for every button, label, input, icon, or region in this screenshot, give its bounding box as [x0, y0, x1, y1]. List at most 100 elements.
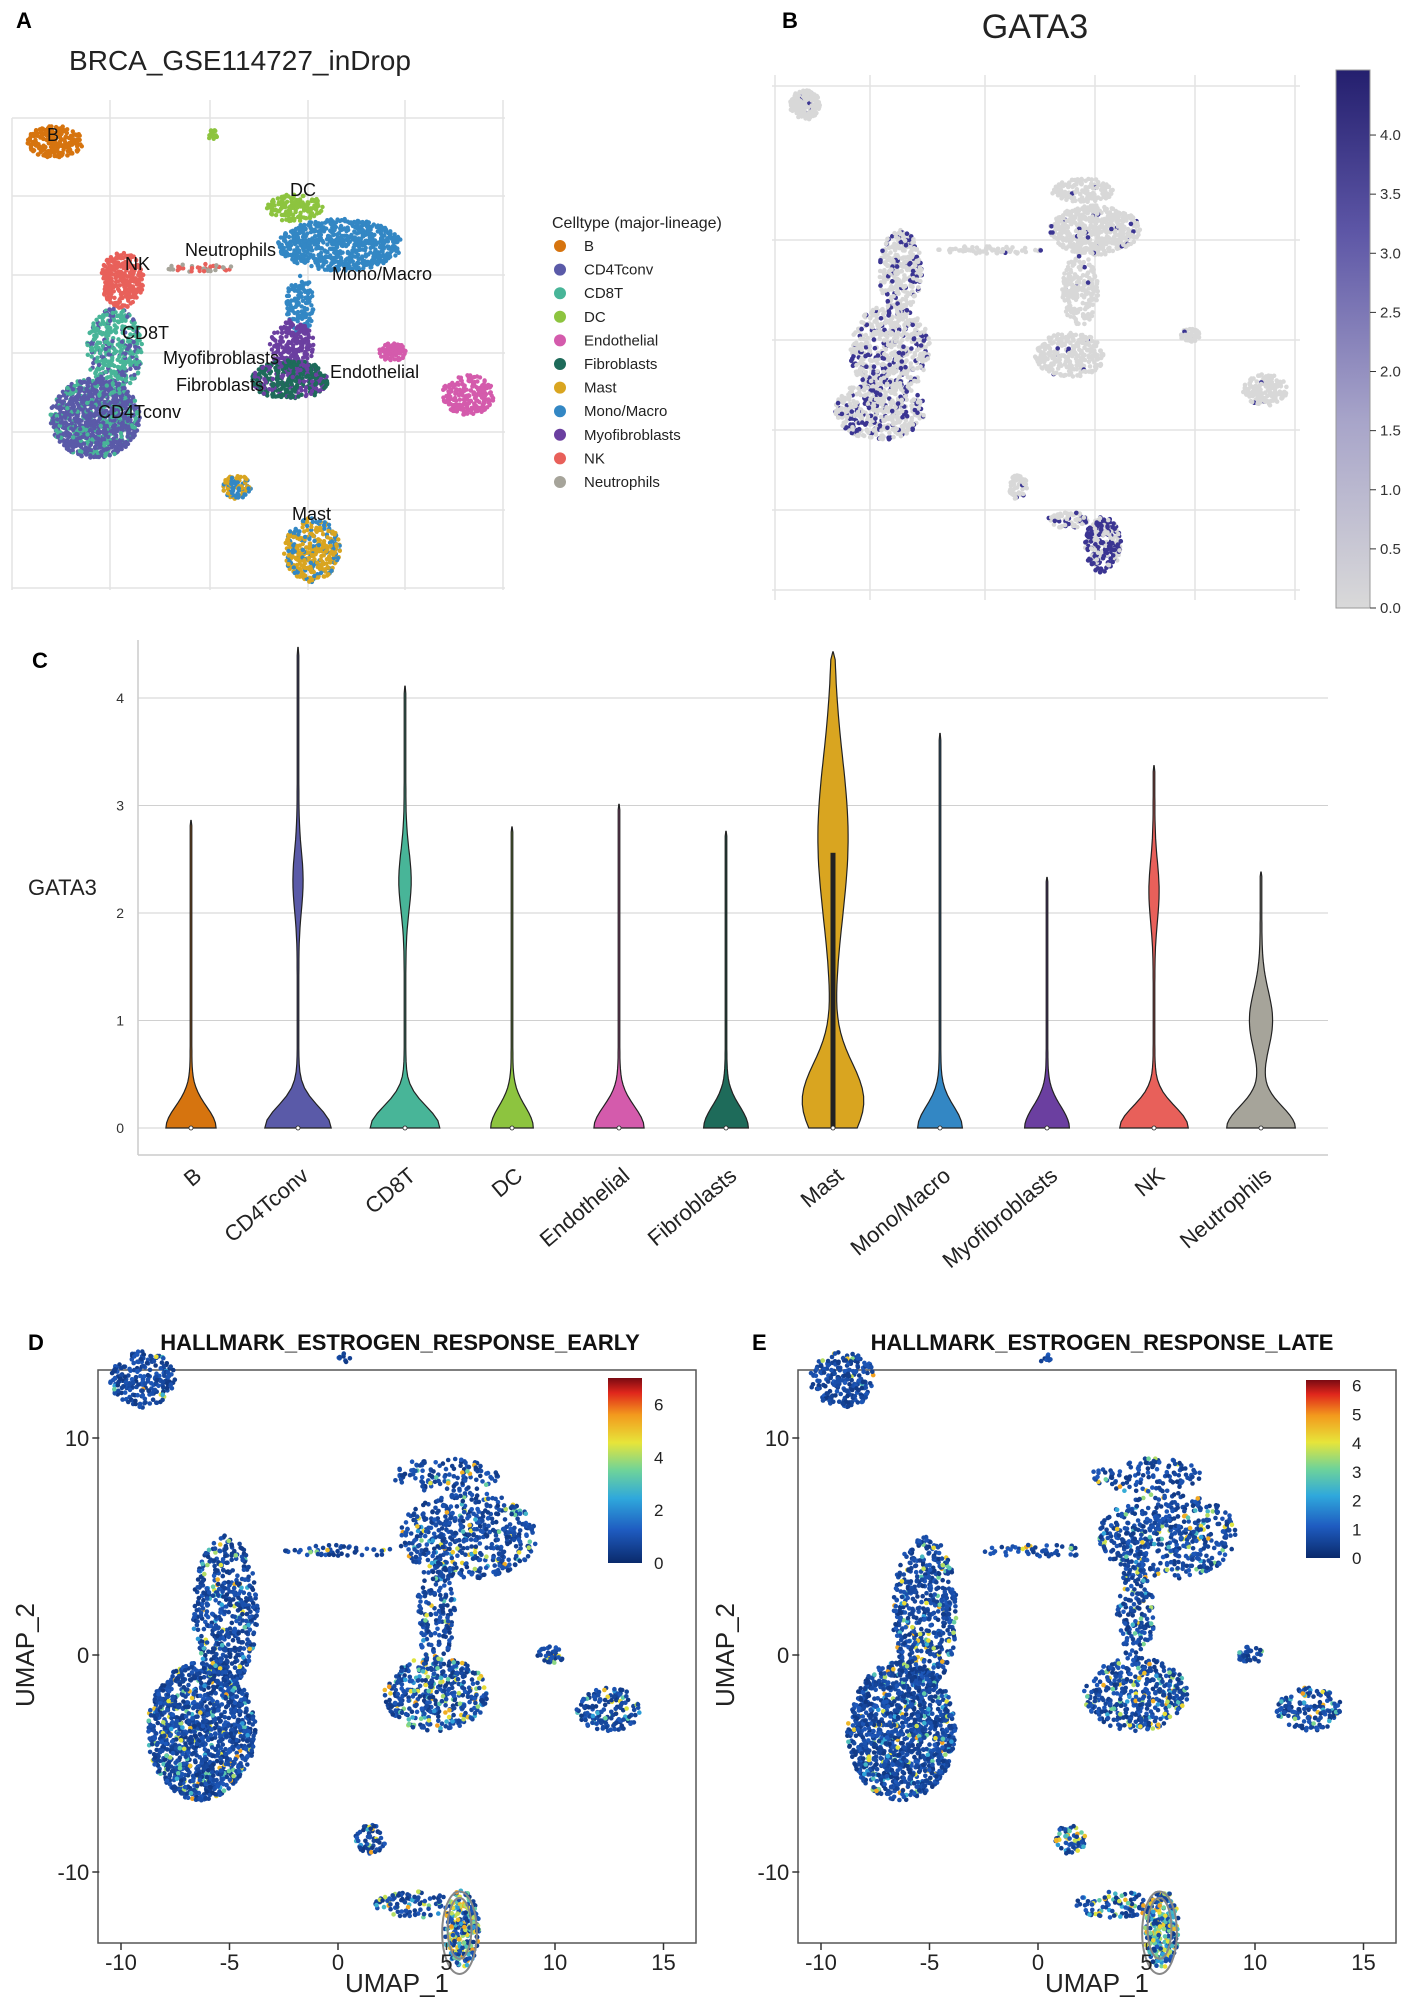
colorbar-tick: 1.0: [1380, 482, 1401, 499]
gata3-cluster-mid: [1007, 473, 1029, 501]
violin-cd8t: CD8T: [360, 685, 441, 1219]
violin-x-tick: Fibroblasts: [643, 1163, 741, 1251]
violin-y-label: GATA3: [28, 875, 97, 900]
score-cluster-mast-a: [1074, 1889, 1155, 1920]
colorbar-tick: 2: [1352, 1492, 1361, 1511]
panel-e-scatter: [808, 1350, 1343, 1975]
panel-b-grid: [772, 75, 1300, 600]
panel-a-title: BRCA_GSE114727_inDrop: [69, 45, 411, 76]
cluster-label-endothelial: Endothelial: [330, 362, 419, 382]
cluster-mast-small: [221, 474, 253, 501]
gata3-cluster-tcell-bottom: [833, 378, 926, 442]
x-tick: -5: [220, 1950, 240, 1975]
colorbar-tick: 6: [654, 1395, 663, 1414]
x-tick: 15: [1351, 1950, 1375, 1975]
panel-a: BRCA_GSE114727_inDrop B DC Neutrophils N…: [11, 45, 722, 590]
cluster-fibroblasts: [250, 358, 330, 401]
score-cluster-b: [808, 1350, 876, 1410]
score-cluster-cd4: [146, 1661, 258, 1803]
gata3-cluster-tcell-top: [877, 227, 924, 312]
violin-myofibroblasts: Myofibroblasts: [937, 876, 1071, 1273]
y-tick: -10: [758, 1860, 790, 1885]
score-cluster-stem: [415, 1559, 458, 1659]
cluster-label-mast: Mast: [292, 504, 331, 524]
gata3-cluster-mast: [1083, 515, 1124, 575]
violins: B CD4Tconv CD8T DC Endothelial Fibroblasts Mas…: [165, 646, 1296, 1273]
cluster-label-dc: DC: [290, 180, 316, 200]
legend-label: Mono/Macro: [584, 403, 667, 420]
violin-dc: DC: [487, 826, 534, 1203]
score-cluster-cd4: [845, 1659, 958, 1803]
cluster-label-fibroblasts: Fibroblasts: [176, 375, 264, 395]
colorbar-tick: 3.0: [1380, 245, 1401, 262]
legend-label: Neutrophils: [584, 474, 660, 491]
violin-fibroblasts: Fibroblasts: [643, 830, 750, 1251]
y-tick: 0: [777, 1643, 789, 1668]
score-cluster-mast-a: [373, 1889, 454, 1920]
colorbar-tick: 0: [654, 1554, 663, 1573]
violin-cd4tconv: CD4Tconv: [219, 646, 332, 1247]
cluster-dc-dot: [207, 128, 219, 141]
score-cluster-dc: [393, 1456, 501, 1493]
x-tick: 5: [440, 1950, 452, 1975]
colorbar-tick: 6: [1352, 1377, 1361, 1396]
legend-swatch-b: [554, 240, 566, 252]
cluster-label-b: B: [47, 125, 59, 145]
legend-swatch-endothelial: [554, 334, 566, 347]
legend-label: Mast: [584, 380, 617, 397]
score-cluster-b: [108, 1349, 178, 1410]
score-cluster-mast: [1143, 1890, 1181, 1969]
violin-neutrophils: Neutrophils: [1175, 871, 1296, 1253]
gata3-cluster-endo1: [1178, 326, 1202, 344]
colorbar-tick: 0: [1352, 1549, 1361, 1568]
score-cluster-macro: [398, 1490, 538, 1581]
colorbar-tick: 2.0: [1380, 364, 1401, 381]
legend-swatch-cd8t: [554, 287, 566, 300]
violin-y-tick: 0: [116, 1120, 124, 1136]
gata3-cluster-macro3: [1032, 330, 1106, 379]
colorbar-tick: 4.0: [1380, 127, 1401, 144]
legend-label: DC: [584, 309, 606, 326]
panel-letter-c: C: [32, 648, 48, 673]
colorbar-tick: 4: [654, 1448, 663, 1467]
gata3-cluster-mast-a: [1046, 510, 1090, 530]
panel-b-colorbar-ticks: 0.0 0.5 1.0 1.5 2.0 2.5 3.0 3.5 4.0: [1370, 127, 1401, 617]
score-cluster-cd8: [191, 1533, 260, 1689]
colorbar-tick: 5: [1352, 1405, 1361, 1424]
cluster-label-cd8t: CD8T: [122, 323, 169, 343]
colorbar-tick: 1: [1352, 1520, 1361, 1539]
legend-label: CD8T: [584, 285, 623, 302]
panel-e-axes: -10 -5 0 5 10 15 10 0 -10 0 1 2 3 4 5 6: [758, 1377, 1376, 1975]
violin-mono-macro: Mono/Macro: [845, 732, 964, 1260]
score-cluster-neut: [982, 1542, 1079, 1559]
cluster-label-mono-macro: Mono/Macro: [332, 264, 432, 284]
legend-label: NK: [584, 450, 605, 467]
panel-e-x-label: UMAP_1: [1045, 1968, 1149, 1998]
cluster-dc: [264, 192, 325, 224]
panel-b-colorbar: [1335, 69, 1371, 609]
gata3-cluster-endo2: [1241, 372, 1289, 408]
panel-a-legend: B CD4Tconv CD8T DC Endothelial Fibroblasts Mas…: [554, 238, 681, 491]
panel-e: HALLMARK_ESTROGEN_RESPONSE_LATE -10 -5 0 5 1…: [710, 1330, 1397, 1998]
score-cluster-endo1: [1237, 1644, 1265, 1664]
legend-label: B: [584, 238, 594, 255]
legend-label: Myofibroblasts: [584, 427, 681, 444]
panel-c: 0 1 2 3 4 GATA3 B CD4Tconv CD8T DC Endothelial Fi…: [28, 640, 1328, 1273]
x-tick: 10: [543, 1950, 567, 1975]
cluster-label-nk: NK: [125, 254, 150, 274]
violin-x-tick: Mast: [796, 1163, 849, 1213]
legend-swatch-fibroblasts: [554, 358, 566, 370]
cluster-label-neutrophils: Neutrophils: [185, 240, 276, 260]
panel-b-title: GATA3: [982, 8, 1088, 46]
gata3-cluster-macro: [1048, 203, 1143, 258]
mast-density-contour: [1141, 1890, 1178, 1975]
cluster-mast: [282, 516, 342, 585]
x-tick: 10: [1243, 1950, 1267, 1975]
panel-d: HALLMARK_ESTROGEN_RESPONSE_EARLY -10 -5 0 5…: [10, 1330, 697, 1998]
score-cluster-fib: [382, 1655, 489, 1733]
score-cluster-stem: [1114, 1562, 1156, 1663]
gata3-cluster-b: [788, 88, 822, 122]
violin-x-tick: DC: [487, 1163, 527, 1203]
cluster-mono-macro: [276, 216, 403, 273]
